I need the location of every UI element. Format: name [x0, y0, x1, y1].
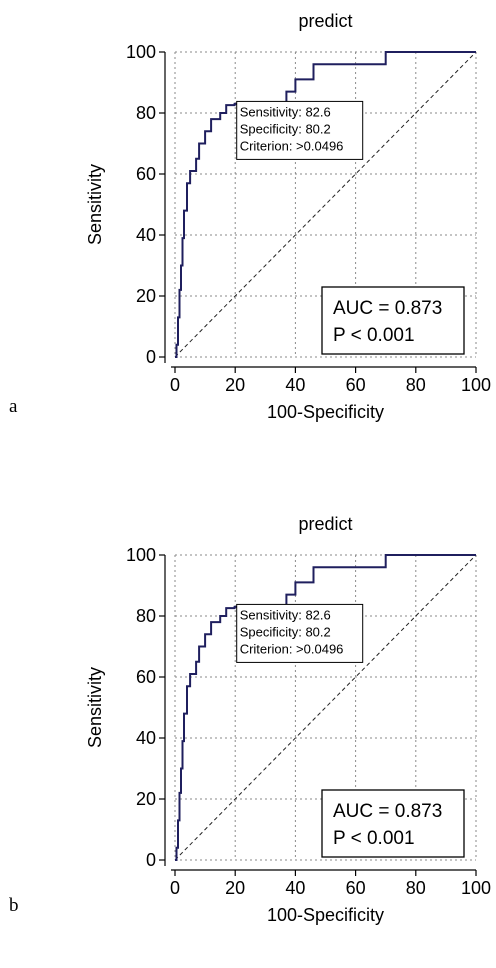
x-tick-label: 40: [285, 878, 305, 898]
x-tick-label: 40: [285, 375, 305, 395]
y-tick-label: 40: [136, 728, 156, 748]
x-tick-label: 80: [406, 375, 426, 395]
criterion-text: Criterion: >0.0496: [240, 138, 344, 153]
reference-diagonal-line: [174, 51, 477, 358]
x-axis-title: 100-Specificity: [267, 402, 384, 422]
reference-diagonal-line: [174, 554, 477, 861]
y-tick-label: 100: [126, 545, 156, 565]
auc-text: P < 0.001: [333, 828, 415, 849]
y-tick-label: 80: [136, 606, 156, 626]
auc-text: P < 0.001: [333, 325, 415, 346]
x-tick-label: 20: [225, 375, 245, 395]
x-tick-label: 60: [346, 878, 366, 898]
roc-panel-b: predict 0 20 40 60 80 100 0 20 40 60 80 100 100-Speci…: [0, 503, 496, 968]
y-tick-label: 0: [146, 347, 156, 367]
y-tick-label: 60: [136, 667, 156, 687]
auc-text: AUC = 0.873: [333, 801, 442, 822]
auc-box: [321, 286, 465, 355]
x-tick-label: 100: [461, 878, 491, 898]
x-tick-label: 100: [461, 375, 491, 395]
x-tick-label: 80: [406, 878, 426, 898]
y-tick-label: 0: [146, 850, 156, 870]
y-axis-title: Sensitivity: [85, 667, 105, 748]
y-tick-label: 100: [126, 42, 156, 62]
chart-title: predict: [298, 514, 352, 534]
y-tick-label: 60: [136, 164, 156, 184]
criterion-text: Specificity: 80.2: [240, 121, 331, 136]
criterion-text: Sensitivity: 82.6: [240, 104, 331, 119]
roc-curve-line: [175, 554, 476, 861]
panel-label-a: a: [9, 396, 18, 417]
x-tick-label: 0: [170, 375, 180, 395]
auc-box: [321, 789, 465, 858]
roc-chart-a: predict 0 20 40 60 80 100 0 20 40 60 80 100 100-Speci…: [85, 11, 491, 422]
x-tick-label: 60: [346, 375, 366, 395]
roc-chart-b: predict 0 20 40 60 80 100 0 20 40 60 80 100 100-Speci…: [85, 514, 491, 925]
auc-text: AUC = 0.873: [333, 298, 442, 319]
x-tick-label: 20: [225, 878, 245, 898]
y-tick-label: 40: [136, 225, 156, 245]
x-tick-label: 0: [170, 878, 180, 898]
roc-curve-line: [175, 51, 476, 358]
y-tick-label: 80: [136, 103, 156, 123]
criterion-text: Criterion: >0.0496: [240, 641, 344, 656]
panel-label-b: b: [9, 895, 19, 916]
chart-title: predict: [298, 11, 352, 31]
y-tick-label: 20: [136, 789, 156, 809]
criterion-text: Sensitivity: 82.6: [240, 607, 331, 622]
criterion-box: [236, 100, 364, 160]
roc-panel-a: predict 0 20 40 60 80 100 0 20 40 60 80 100 100-Speci…: [0, 0, 496, 465]
x-axis-title: 100-Specificity: [267, 905, 384, 925]
criterion-box: [236, 603, 364, 663]
y-tick-label: 20: [136, 286, 156, 306]
criterion-text: Specificity: 80.2: [240, 624, 331, 639]
y-axis-title: Sensitivity: [85, 164, 105, 245]
